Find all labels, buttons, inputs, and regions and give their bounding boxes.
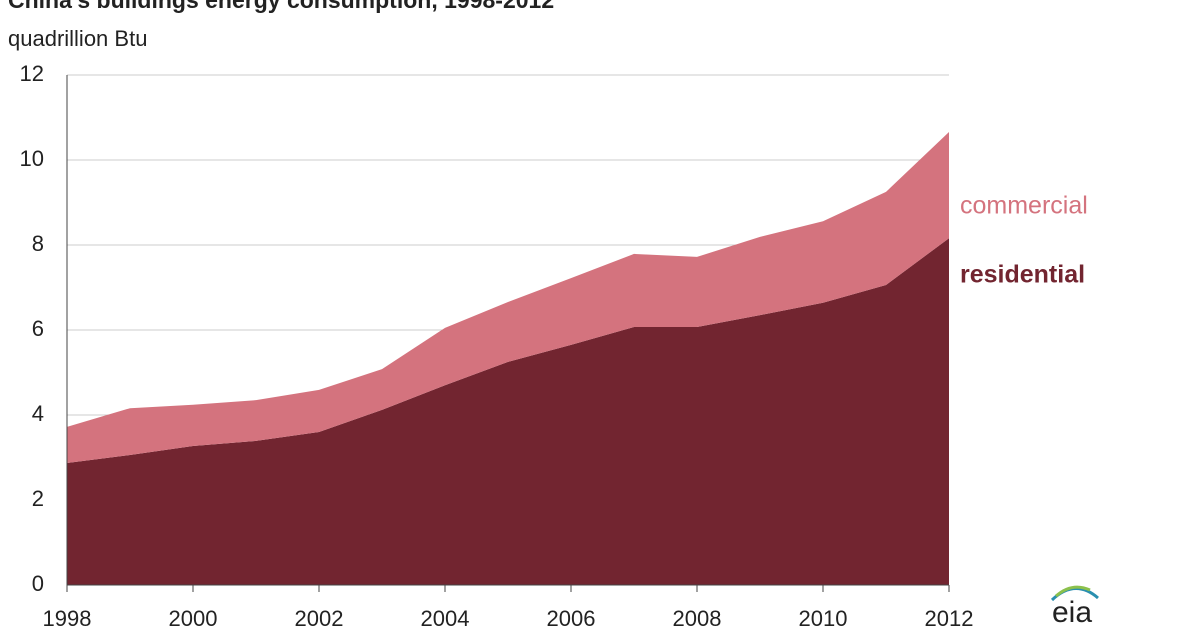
- x-tick-label: 2008: [673, 606, 722, 630]
- x-tick-label: 2002: [295, 606, 344, 630]
- x-tick-label: 2000: [169, 606, 218, 630]
- x-tick-label: 2012: [925, 606, 974, 630]
- logo-arc: [1055, 585, 1091, 598]
- y-tick-label: 6: [32, 316, 44, 341]
- x-tick-label: 2006: [547, 606, 596, 630]
- logo-text: eia: [1052, 596, 1092, 629]
- plot-area: 0 2 4 6 8 10 12 residential commercial 1998 2000 20…: [20, 61, 1088, 630]
- x-tick-label: 1998: [43, 606, 92, 630]
- chart-subtitle: quadrillion Btu: [8, 26, 147, 51]
- x-tick-label: 2010: [799, 606, 848, 630]
- y-tick-label: 4: [32, 401, 44, 426]
- y-tick-label: 10: [20, 146, 44, 171]
- legend-label: residential: [960, 261, 1085, 289]
- y-tick-label: 0: [32, 571, 44, 596]
- area-commercial: [67, 131, 949, 464]
- legend-label: commercial: [960, 192, 1088, 220]
- area-residential: [67, 238, 949, 585]
- y-tick-label: 8: [32, 231, 44, 256]
- y-tick-label: 12: [20, 61, 44, 86]
- x-tick-label: 2004: [421, 606, 470, 630]
- chart-title: China's buildings energy consumption, 19…: [8, 0, 554, 13]
- y-tick-label: 2: [32, 486, 44, 511]
- logo: eia: [1050, 585, 1099, 629]
